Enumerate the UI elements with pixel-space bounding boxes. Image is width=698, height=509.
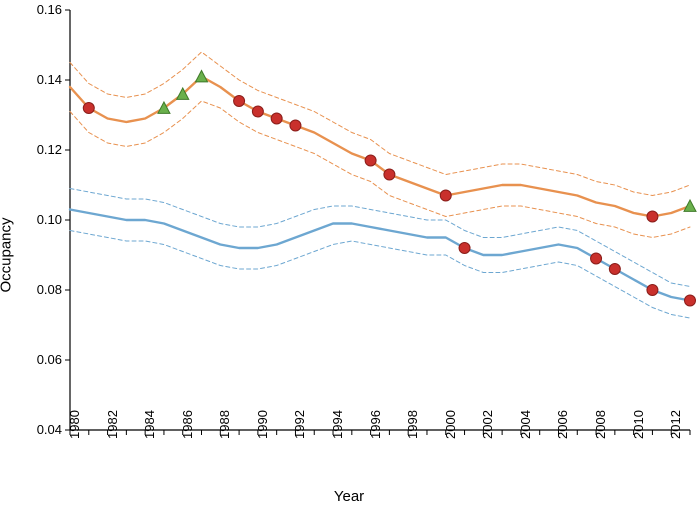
y-tick-label: 0.12 — [37, 142, 62, 157]
y-tick-label: 0.14 — [37, 72, 62, 87]
y-tick-label: 0.10 — [37, 212, 62, 227]
y-tick-label: 0.06 — [37, 352, 62, 367]
y-tick-label: 0.08 — [37, 282, 62, 297]
y-tick-label: 0.16 — [37, 2, 62, 17]
y-tick-label: 0.04 — [37, 422, 62, 437]
occupancy-chart: Occupancy Year 0.040.060.080.100.120.140… — [0, 0, 698, 509]
